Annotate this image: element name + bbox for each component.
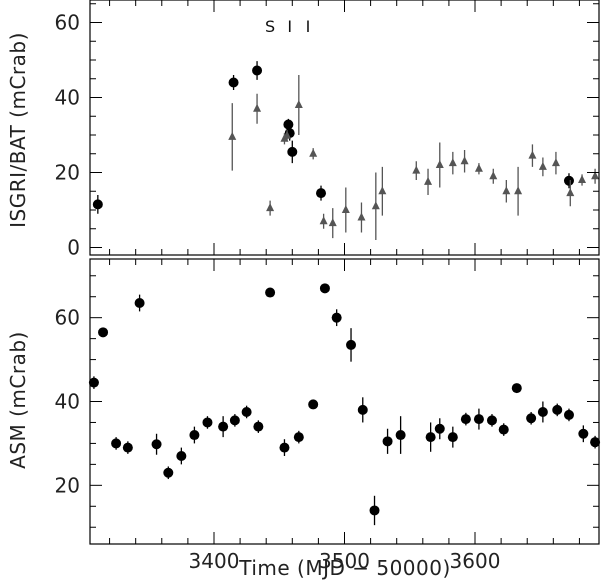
data-point-circle [346,328,357,362]
data-point-circle [369,495,380,526]
data-point-circle [134,294,145,312]
data-point-circle [563,408,574,422]
x-tick-label: 3400 [189,549,240,573]
x-tick-label: 3600 [450,549,501,573]
data-point-circle [98,327,109,338]
data-point-circle [279,439,290,456]
data-point-triangle [378,166,387,216]
data-point-circle [460,412,471,426]
x-tick-label: 3500 [319,549,370,573]
data-point-triangle [283,130,292,142]
data-point-circle [357,397,368,423]
data-point-triangle [551,151,560,175]
data-point-circle [111,437,122,450]
data-point-circle [537,401,548,423]
data-point-triangle [424,168,433,195]
phase-annotation: S [265,17,275,36]
data-point-circle [434,418,445,440]
data-point-circle [563,173,574,189]
data-point-circle [163,466,174,480]
data-point-triangle [228,103,237,171]
data-point-triangle [309,148,318,160]
bottom-y-tick-label: 40 [55,390,80,414]
data-point-triangle [294,75,303,135]
data-point-circle [265,287,276,298]
data-point-triangle [319,213,328,229]
phase-annotation: I [306,17,311,36]
data-point-circle [253,420,264,433]
data-point-circle [331,309,342,327]
data-point-triangle [412,161,421,180]
data-point-circle [447,426,458,448]
data-point-circle [319,283,330,294]
data-point-triangle [502,180,511,203]
data-point-circle [151,433,162,455]
phase-annotation: I [287,17,292,36]
top-y-tick-label: 60 [55,11,80,35]
data-point-circle [252,61,263,80]
data-point-circle [176,447,187,465]
data-point-triangle [460,150,469,173]
data-point-circle [395,416,406,454]
data-point-circle [425,422,436,452]
data-point-circle [590,435,601,449]
data-point-triangle [591,168,600,184]
data-point-triangle [566,180,575,207]
data-point-circle [382,428,393,454]
data-point-circle [316,185,327,201]
data-point-triangle [435,142,444,188]
data-point-triangle [266,200,275,216]
bottom-y-tick-label: 20 [55,473,80,497]
data-point-triangle [514,166,523,216]
data-point-circle [229,414,240,427]
x-axis-title: Time (MJD − 50000) [238,556,451,580]
data-point-triangle [489,168,498,184]
data-point-triangle [357,202,366,233]
data-point-circle [189,426,200,444]
top-panel-frame [89,0,600,256]
top-y-tick-label: 0 [67,236,80,260]
data-point-triangle [371,172,380,240]
data-point-triangle [448,151,457,175]
bottom-y-tick-label: 60 [55,306,80,330]
data-point-circle [92,195,103,214]
data-point-triangle [474,163,483,175]
data-point-circle [511,383,522,394]
top-y-axis-title: ISGRI/BAT (mCrab) [6,32,30,228]
data-point-circle [122,441,133,454]
data-point-triangle [341,187,350,233]
data-point-circle [526,411,537,425]
data-point-triangle [578,174,587,186]
data-point-circle [218,416,229,438]
data-point-triangle [528,144,537,167]
data-point-circle [498,423,509,436]
data-point-circle [578,425,589,443]
top-y-tick-label: 40 [55,86,80,110]
data-point-circle [202,416,213,429]
data-point-triangle [253,93,262,124]
data-point-circle [283,118,294,131]
data-point-circle [473,408,484,430]
data-point-circle [486,414,497,427]
asm-panel: 20 40 60 3400 3500 3600 ASM (mCrab) Time (MJD… [6,258,601,580]
data-point-circle [241,405,252,419]
data-point-circle [293,430,304,444]
data-point-circle [552,403,563,417]
bottom-y-axis-title: ASM (mCrab) [6,331,30,469]
top-y-tick-label: 20 [55,161,80,185]
data-point-circle [228,75,239,90]
data-point-triangle [328,208,337,239]
data-point-circle [308,399,319,410]
bottom-panel-frame [89,258,600,545]
data-point-triangle [538,157,547,177]
data-point-circle [287,140,298,164]
